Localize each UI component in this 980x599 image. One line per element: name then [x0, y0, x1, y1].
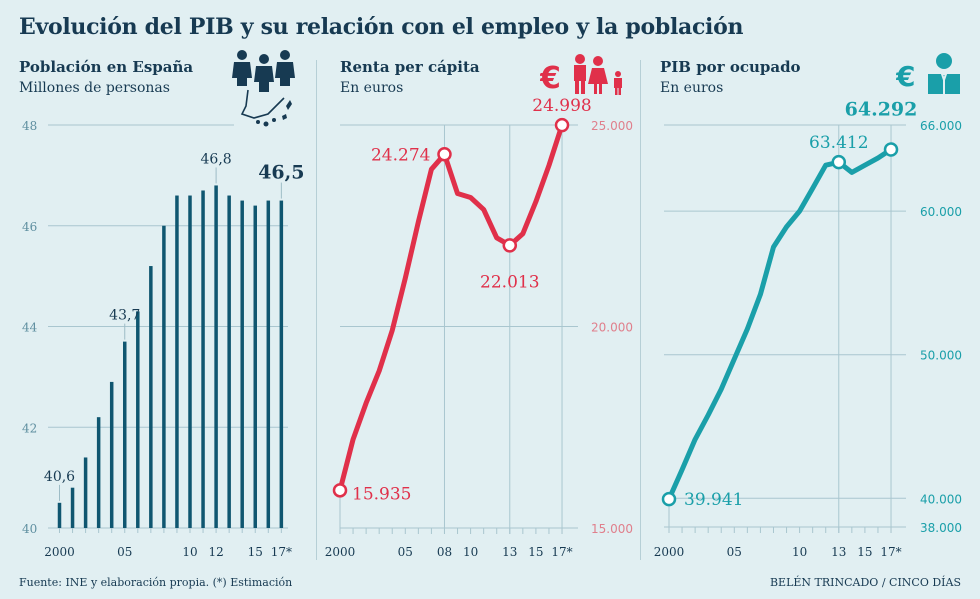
bar [149, 266, 153, 528]
y-tick-label: 15.000 [591, 522, 633, 536]
chart-pib-ocupado: 38.000 40.000 50.000 60.000 66.000 39.941 63.4… [654, 99, 962, 559]
panel-divider [316, 60, 317, 560]
y-tick-label: 46 [22, 220, 37, 234]
bar [214, 185, 218, 528]
data-label: 64.292 [845, 99, 918, 121]
bar [57, 502, 62, 528]
data-point-marker [437, 147, 452, 162]
data-label: 22.013 [480, 272, 539, 292]
data-label: 46,5 [258, 162, 304, 184]
x-tick-label: 17* [271, 545, 292, 559]
data-point-marker [883, 142, 899, 157]
x-tick-label: 2000 [654, 545, 685, 559]
euro-family-icon: € [540, 54, 622, 96]
bar [240, 200, 244, 528]
svg-text:€: € [896, 60, 915, 93]
data-point-marker [332, 483, 348, 498]
y-tick-label: 48 [22, 119, 37, 133]
data-label: 43,7 [109, 308, 140, 324]
x-tick-label: 2000 [44, 545, 75, 559]
bar [96, 417, 101, 528]
bar [109, 381, 114, 528]
bar [162, 225, 166, 528]
x-tick-label: 05 [727, 545, 742, 559]
x-tick-label: 17* [880, 545, 901, 559]
bar [279, 200, 284, 528]
x-tick-label: 10 [182, 545, 197, 559]
data-label: 46,8 [201, 151, 232, 167]
bar [201, 190, 205, 529]
bar [83, 457, 88, 528]
y-tick-label: 40.000 [920, 492, 962, 506]
x-tick-label: 05 [398, 545, 413, 559]
y-tick-label: 25.000 [591, 119, 633, 133]
source-note: Fuente: INE y elaboración propia. (*) Es… [19, 576, 293, 589]
bar [123, 341, 127, 528]
data-label: 63.412 [809, 133, 868, 153]
people-map-icon [232, 50, 295, 127]
data-label: 40,6 [44, 469, 75, 485]
infographic-title: Evolución del PIB y su relación con el e… [19, 14, 744, 40]
x-tick-label: 10 [792, 545, 807, 559]
x-tick-label: 13 [831, 545, 846, 559]
chart-poblacion: 40 42 44 46 48 2000 05 10 12 15 17* 40,6 43,7 46,8 46,… [22, 119, 304, 559]
data-point-marker [554, 117, 570, 133]
data-point-marker [661, 491, 677, 507]
x-tick-label: 12 [208, 545, 223, 559]
panel-title-renta: Renta per cápita [340, 58, 480, 76]
panel-title-poblacion: Población en España [19, 58, 194, 76]
data-point-marker [831, 154, 847, 170]
data-line [337, 122, 565, 493]
bar [227, 195, 231, 528]
x-tick-label: 15 [248, 545, 263, 559]
bar [70, 487, 75, 528]
data-label: 24.998 [532, 96, 591, 116]
bar [175, 195, 179, 528]
x-tick-label: 05 [117, 545, 132, 559]
bar [188, 195, 192, 528]
panel-subtitle-poblacion: Millones de personas [19, 80, 170, 96]
y-tick-label: 50.000 [920, 349, 962, 363]
data-label: 15.935 [352, 484, 411, 504]
bar [136, 311, 140, 528]
euro-worker-icon: € [896, 53, 960, 94]
x-tick-label: 17* [551, 545, 572, 559]
chart-renta: 15.000 20.000 25.000 15.935 24.274 22.013 24.9… [325, 96, 633, 559]
x-tick-label: 2000 [325, 545, 356, 559]
bar [266, 200, 271, 528]
panel-subtitle-pib-ocupado: En euros [660, 80, 724, 96]
credit-note: BELÉN TRINCADO / CINCO DÍAS [769, 576, 961, 589]
data-label: 39.941 [684, 490, 743, 510]
data-line [666, 147, 894, 502]
x-tick-label: 08 [437, 545, 452, 559]
y-tick-label: 44 [22, 321, 38, 335]
data-label: 24.274 [371, 145, 430, 165]
y-tick-label: 42 [22, 421, 37, 435]
y-tick-label: 40 [22, 522, 37, 536]
y-tick-label: 38.000 [920, 521, 962, 535]
svg-text:€: € [540, 61, 561, 96]
y-tick-label: 60.000 [920, 205, 962, 219]
data-point-marker [502, 238, 518, 253]
x-tick-label: 10 [463, 545, 478, 559]
bar [253, 205, 257, 528]
y-tick-label: 20.000 [591, 321, 633, 335]
x-tick-label: 13 [502, 545, 517, 559]
panel-divider [640, 60, 641, 560]
x-tick-label: 15 [857, 545, 872, 559]
panel-title-pib-ocupado: PIB por ocupado [660, 58, 801, 76]
x-tick-label: 15 [528, 545, 543, 559]
y-tick-label: 66.000 [920, 119, 962, 133]
panel-subtitle-renta: En euros [340, 80, 404, 96]
